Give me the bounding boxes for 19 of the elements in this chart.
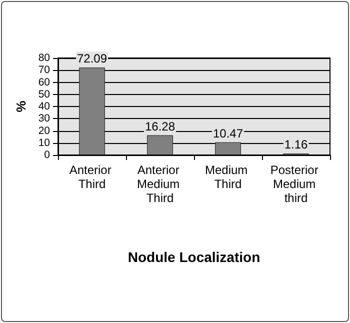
x-axis-title: Nodule Localization <box>128 249 260 265</box>
y-tick-label: 20 <box>38 124 50 137</box>
x-tick-label: Medium Third <box>204 163 252 191</box>
y-tick-label: 70 <box>38 64 50 76</box>
x-tick-label: Anterior Third <box>69 163 115 191</box>
y-tick-label: 0 <box>44 149 50 161</box>
y-tick-label: 10 <box>38 136 50 149</box>
data-label: 72.09 <box>76 52 108 66</box>
y-tick-label: 50 <box>38 88 50 100</box>
y-tick-label: 40 <box>38 100 50 112</box>
y-tick-label: 60 <box>38 76 50 88</box>
x-tick-label: Posterior Medium third <box>270 163 322 205</box>
y-tick-label: 80 <box>38 52 50 64</box>
y-tick-label: 30 <box>38 112 50 125</box>
y-axis-title: % <box>13 100 28 112</box>
x-tick-label: Anterior Medium Third <box>136 163 184 205</box>
data-label: 1.16 <box>284 138 308 152</box>
data-label: 16.28 <box>144 119 176 134</box>
data-label: 10.47 <box>212 126 244 140</box>
